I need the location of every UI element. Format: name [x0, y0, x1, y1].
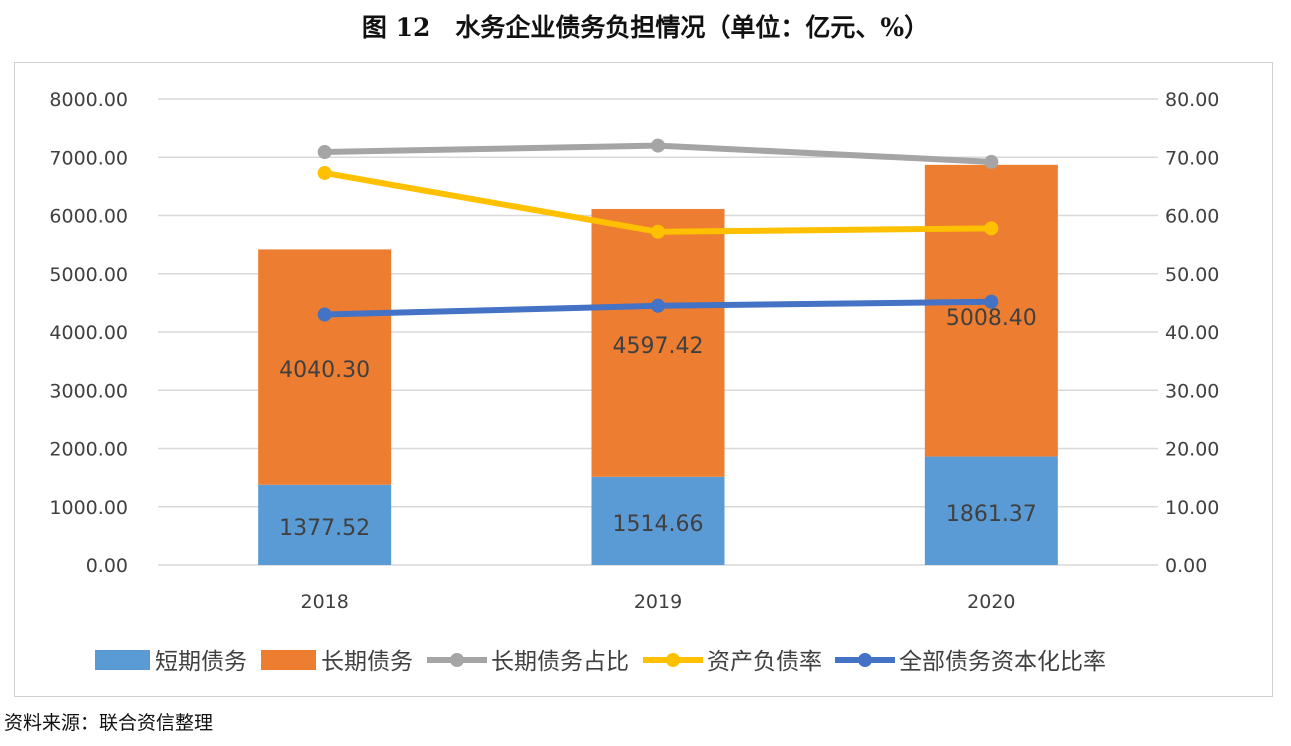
y-left-tick-label: 3000.00: [49, 380, 128, 402]
y-right-tick-label: 0.00: [1165, 555, 1207, 577]
chart-title: 图 12 水务企业债务负担情况（单位：亿元、%）: [361, 13, 930, 42]
bar-long-term: [591, 208, 725, 477]
x-tick-label: 2018: [300, 591, 348, 613]
bar-long-term: [258, 249, 392, 485]
bar-short-term: [924, 456, 1058, 565]
legend-label: 短期债务: [155, 649, 247, 675]
bar-data-label: 1377.52: [279, 516, 370, 541]
x-tick-label: 2019: [634, 591, 682, 613]
legend-swatch: [261, 650, 316, 670]
y-left-tick-label: 5000.00: [49, 264, 128, 286]
y-right-tick-label: 80.00: [1165, 89, 1219, 111]
y-left-tick-label: 7000.00: [49, 147, 128, 169]
source-note: 资料来源：联合资信整理: [4, 712, 214, 734]
line-point: [984, 294, 999, 309]
legend-label: 全部债务资本化比率: [899, 649, 1106, 675]
bar-data-label: 1861.37: [946, 502, 1037, 527]
line-point: [317, 165, 332, 180]
line-point: [984, 221, 999, 236]
legend-marker: [666, 653, 680, 667]
y-left-tick-label: 2000.00: [49, 439, 128, 461]
bar-data-label: 5008.40: [946, 306, 1037, 331]
legend-label: 资产负债率: [707, 649, 822, 675]
legend-label: 长期债务占比: [491, 649, 629, 675]
bar-short-term: [258, 484, 392, 565]
legend-marker: [450, 653, 464, 667]
bar-short-term: [591, 476, 725, 565]
bar-data-label: 1514.66: [613, 512, 704, 537]
bar-data-label: 4597.42: [613, 334, 704, 359]
y-left-tick-label: 4000.00: [49, 322, 128, 344]
line-point: [984, 154, 999, 169]
chart-svg: 0.00 0.00 1000.00 10.00 2000.00 20.00 3000.00 3…: [49, 89, 1219, 675]
bar-long-term: [924, 164, 1058, 457]
y-left-tick-label: 6000.00: [49, 206, 128, 228]
y-right-tick-label: 50.00: [1165, 264, 1219, 286]
y-right-tick-label: 70.00: [1165, 147, 1219, 169]
y-left-tick-label: 1000.00: [49, 497, 128, 519]
line-point: [651, 298, 665, 313]
legend-label: 长期债务: [321, 649, 413, 675]
y-left-tick-label: 8000.00: [49, 89, 128, 111]
y-right-tick-label: 20.00: [1165, 439, 1219, 461]
y-right-tick-label: 10.00: [1165, 497, 1219, 519]
line-point: [317, 307, 332, 322]
legend-swatch: [95, 650, 150, 670]
y-right-tick-label: 60.00: [1165, 206, 1219, 228]
x-tick-label: 2020: [967, 591, 1015, 613]
legend-marker: [858, 653, 872, 667]
line-point: [651, 224, 665, 239]
line-point: [317, 145, 332, 160]
chart-frame: [14, 62, 1273, 697]
y-left-tick-label: 0.00: [86, 555, 128, 577]
line-point: [651, 138, 665, 153]
y-right-tick-label: 40.00: [1165, 322, 1219, 344]
bar-data-label: 4040.30: [279, 358, 370, 383]
y-right-tick-label: 30.00: [1165, 380, 1219, 402]
